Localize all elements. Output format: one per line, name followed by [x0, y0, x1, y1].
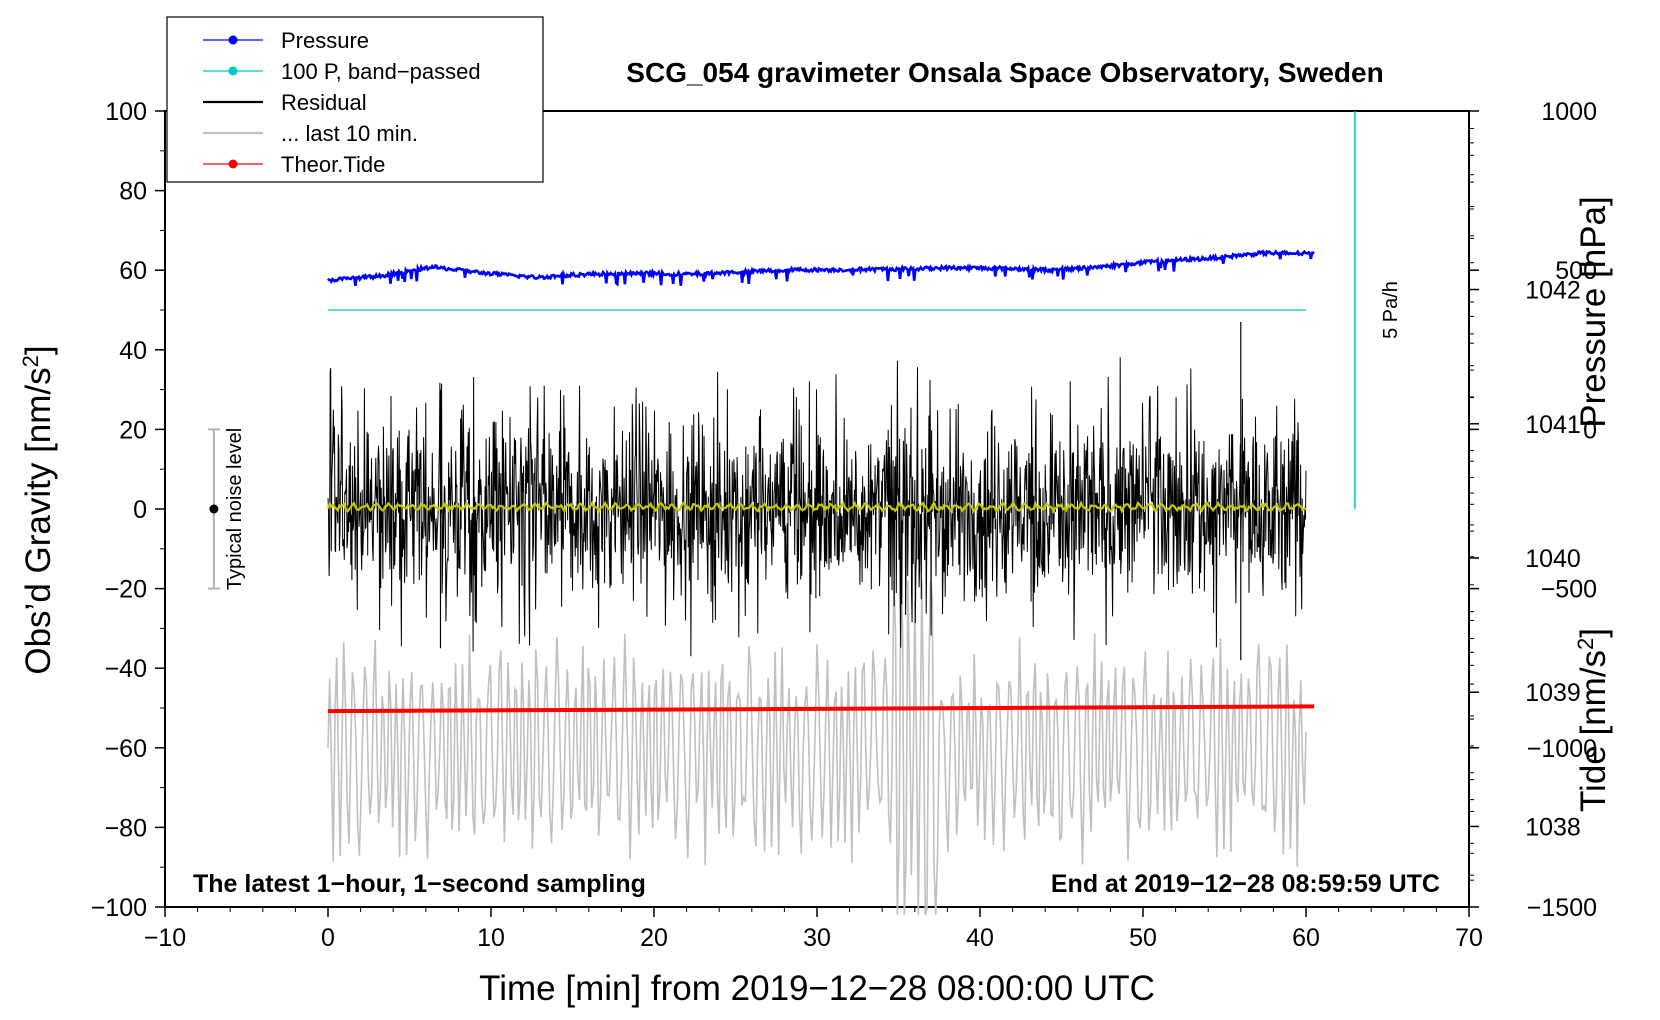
pressure-axis-title: Pressure [hPa]: [1574, 196, 1613, 428]
tide-axis-ticks: 1000 500 0 −500 −1000 −1500: [1469, 98, 1597, 922]
y-tick-label: 0: [133, 496, 147, 524]
y-tick-label: −80: [105, 814, 147, 842]
x-tick-label: 0: [321, 924, 335, 952]
x-tick-label: 20: [640, 924, 668, 952]
pressure-rate-label: 5 Pa/h: [1380, 281, 1402, 339]
noise-level-dot: [209, 504, 219, 514]
tide-axis-title-main: Tide [nm/s: [1574, 650, 1613, 812]
pressure-series: [327, 249, 1315, 287]
legend-label: 100 P, band−passed: [281, 59, 481, 84]
tide-axis-title-end: ]: [1574, 628, 1613, 638]
legend-swatch-marker: [228, 159, 238, 169]
legend-swatch-marker: [228, 35, 238, 45]
legend-label: Pressure: [281, 28, 369, 53]
y-axis-title-end: ]: [19, 345, 58, 355]
x-tick-label: 60: [1292, 924, 1320, 952]
y-tick-label: −60: [105, 735, 147, 763]
x-axis-title: Time [min] from 2019−12−28 08:00:00 UTC: [479, 969, 1155, 1008]
y-axis-title-main: Obs’d Gravity [nm/s: [19, 367, 58, 674]
legend-box: [166, 16, 544, 183]
pressure-tick-label: 1041: [1525, 411, 1581, 439]
tide-tick-label: −1000: [1527, 735, 1597, 763]
theoretical-tide-line: [327, 704, 1315, 714]
y-tick-label: −100: [91, 894, 147, 922]
legend-label: Theor.Tide: [281, 152, 385, 177]
noise-level-indicator: [207, 428, 220, 590]
x-axis-ticks: −10 0 10 20 30 40 50 60 70: [144, 907, 1483, 952]
x-tick-label: 10: [477, 924, 505, 952]
pressure-axis-ticks: 1042 1041 1040 1039 1038: [1469, 127, 1581, 881]
tide-tick-label: 500: [1555, 257, 1597, 285]
theoretical-tide-series: [327, 704, 1315, 714]
noise-level-label: Typical noise level: [224, 428, 246, 590]
residual-line: [327, 357, 1307, 657]
legend-label: ... last 10 min.: [281, 121, 418, 146]
y-tick-label: −40: [105, 655, 147, 683]
pressure-tick-label: 1038: [1525, 813, 1581, 841]
y-axis-title: Obs’d Gravity [nm/s2]: [18, 345, 59, 674]
residual-smoothed-line: [326, 500, 1307, 515]
pressure-tick-label: 1040: [1525, 545, 1581, 573]
last-10-min-series: [327, 580, 1307, 916]
chart-title: SCG_054 gravimeter Onsala Space Observat…: [626, 57, 1383, 88]
y-tick-label: 60: [119, 257, 147, 285]
y-tick-label: 100: [105, 98, 147, 126]
x-tick-label: −10: [144, 924, 186, 952]
tide-axis-title-sup: 2: [1573, 638, 1598, 650]
pressure-line: [327, 249, 1315, 287]
legend-entries: Pressure 100 P, band−passed Residual ... la…: [203, 28, 481, 177]
x-tick-label: 40: [966, 924, 994, 952]
tide-axis-title: Tide [nm/s2]: [1573, 628, 1614, 812]
tide-tick-label: −1500: [1527, 894, 1597, 922]
tide-tick-label: −500: [1541, 576, 1597, 604]
last-10-min-line: [327, 580, 1307, 916]
legend-swatch-marker: [228, 66, 238, 76]
legend-label: Residual: [281, 90, 367, 115]
y-tick-label: 40: [119, 337, 147, 365]
x-tick-label: 50: [1129, 924, 1157, 952]
x-tick-label: 70: [1455, 924, 1483, 952]
y-tick-label: 80: [119, 178, 147, 206]
y-axis-ticks: 100 80 60 40 20 0 −20 −40 −60 −80 −100: [91, 98, 165, 922]
residual-smoothed-series: [326, 500, 1307, 515]
legend: Pressure 100 P, band−passed Residual ... la…: [166, 16, 544, 183]
end-time-note: End at 2019−12−28 08:59:59 UTC: [1051, 870, 1440, 898]
x-tick-label: 30: [803, 924, 831, 952]
y-tick-label: 20: [119, 416, 147, 444]
pressure-tick-label: 1039: [1525, 679, 1581, 707]
y-axis-title-sup: 2: [18, 355, 43, 367]
sampling-note: The latest 1−hour, 1−second sampling: [193, 870, 646, 898]
residual-series: [327, 321, 1307, 661]
tide-tick-label: 1000: [1541, 98, 1597, 126]
y-tick-label: −20: [105, 576, 147, 604]
tide-tick-label: 0: [1583, 416, 1597, 444]
pressure-tick-label: 1042: [1525, 277, 1581, 305]
